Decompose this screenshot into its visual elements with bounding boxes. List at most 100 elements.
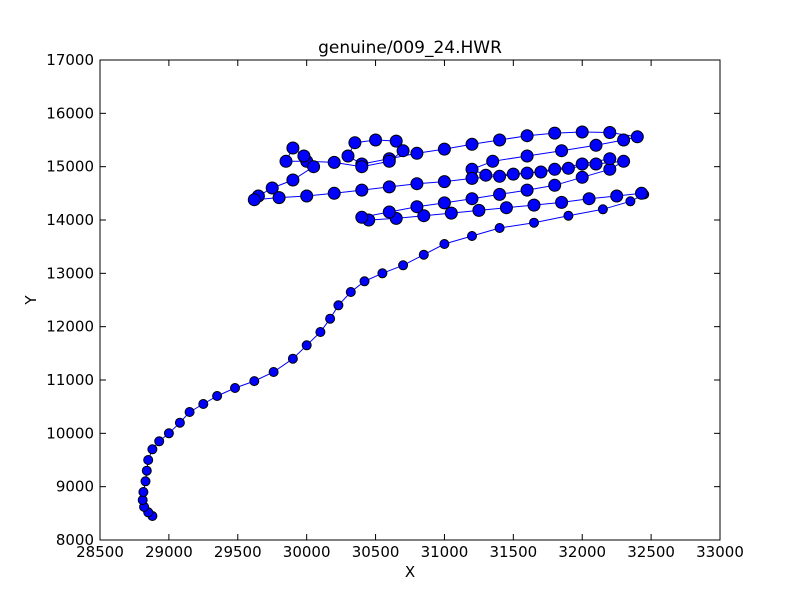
data-point (198, 399, 209, 409)
data-point (630, 130, 644, 144)
data-point (493, 133, 507, 147)
data-point (268, 367, 279, 377)
data-point (286, 141, 300, 155)
data-point (348, 136, 362, 150)
data-point (506, 167, 520, 181)
data-point (589, 138, 603, 152)
data-point (398, 260, 409, 271)
y-tick-label: 17000 (46, 51, 94, 69)
data-point (327, 155, 341, 169)
data-point (355, 183, 369, 197)
data-point (279, 154, 293, 168)
data-point (548, 162, 562, 176)
data-point (212, 391, 223, 401)
data-point (315, 327, 326, 337)
data-point (520, 149, 534, 163)
data-point (617, 133, 631, 147)
data-point (417, 209, 431, 223)
data-point (418, 249, 429, 260)
data-point (147, 444, 158, 455)
data-point (369, 133, 383, 147)
x-tick-label: 31000 (421, 543, 469, 561)
data-point (603, 152, 617, 166)
data-point (345, 287, 356, 297)
data-point (286, 173, 300, 187)
data-point (265, 181, 279, 195)
data-point (327, 186, 341, 200)
data-point (138, 487, 149, 497)
data-point (561, 161, 575, 175)
data-point (389, 134, 403, 148)
data-point (154, 436, 165, 447)
data-point (410, 146, 424, 160)
data-point (582, 192, 596, 206)
data-point (493, 187, 507, 201)
data-point (563, 210, 574, 221)
data-point (377, 268, 388, 279)
data-point (300, 189, 314, 203)
data-point (465, 192, 479, 206)
y-tick-label: 12000 (46, 318, 94, 336)
x-tick-label: 30000 (283, 543, 331, 561)
data-point (297, 149, 311, 163)
data-point (287, 353, 298, 364)
data-point (307, 160, 321, 174)
x-tick-label: 28500 (76, 543, 124, 561)
y-tick-label: 11000 (46, 371, 94, 389)
data-point (575, 170, 589, 184)
x-tick-label: 33000 (696, 543, 744, 561)
data-point (527, 198, 541, 212)
data-point (589, 157, 603, 171)
y-tick-label: 14000 (46, 211, 94, 229)
data-point (359, 276, 370, 287)
data-point (410, 177, 424, 191)
data-point (444, 206, 458, 220)
data-point (597, 204, 608, 215)
data-point (467, 231, 477, 241)
data-point (520, 166, 534, 180)
data-point (529, 217, 539, 228)
data-point (437, 175, 451, 189)
data-point (575, 157, 589, 171)
data-point (437, 142, 451, 156)
data-point (486, 154, 500, 168)
data-point (174, 417, 185, 428)
data-point (493, 169, 507, 183)
data-point (520, 129, 534, 143)
data-point (439, 239, 450, 249)
y-tick-label: 9000 (56, 478, 94, 496)
data-point (494, 223, 505, 233)
data-point (355, 160, 369, 174)
data-point (555, 195, 569, 209)
data-point (610, 189, 624, 203)
data-point (410, 200, 424, 214)
y-tick-label: 13000 (46, 264, 94, 282)
x-tick-label: 31500 (489, 543, 537, 561)
data-point (520, 183, 534, 197)
data-point (143, 455, 154, 465)
data-point (230, 383, 240, 393)
y-tick-label: 16000 (46, 104, 94, 122)
data-point (635, 186, 648, 200)
data-point (272, 191, 286, 205)
x-axis-label: X (405, 563, 415, 581)
chart-title: genuine/009_24.HWR (318, 38, 502, 58)
x-tick-label: 32000 (558, 543, 606, 561)
data-point (355, 210, 369, 224)
data-point (548, 126, 562, 140)
data-point (479, 168, 493, 182)
data-point (617, 154, 631, 168)
data-point (465, 137, 479, 151)
x-tick-label: 29000 (145, 543, 193, 561)
data-point (247, 193, 261, 207)
y-tick-label: 10000 (46, 424, 94, 442)
data-point (333, 300, 344, 311)
data-point (140, 476, 151, 487)
data-point (325, 313, 336, 324)
data-point (437, 196, 451, 210)
data-point (555, 144, 569, 158)
data-point (472, 203, 486, 217)
data-point (301, 340, 312, 351)
data-point (382, 154, 396, 168)
